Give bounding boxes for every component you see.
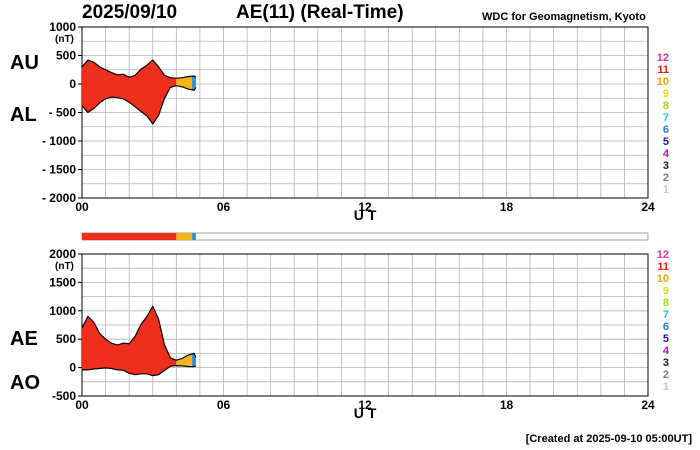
y-tick-label: 1500: [49, 275, 76, 289]
y-unit-label: (nT): [55, 261, 74, 272]
y-tick-label: - 1500: [42, 163, 76, 177]
station-bar-segment: [176, 233, 193, 240]
area-segment-au-al: [176, 76, 193, 90]
y-tick-label: 0: [69, 361, 76, 375]
y-tick-label: 500: [56, 49, 76, 63]
legend-count-12: 12: [657, 52, 669, 64]
series-line-al: [81, 85, 197, 125]
legend-count-3: 3: [663, 160, 669, 172]
x-axis-label: U T: [354, 405, 377, 421]
x-tick-label: 12: [358, 200, 372, 214]
x-tick-label: 00: [75, 398, 89, 412]
y-tick-label: 1000: [49, 20, 76, 34]
station-bar-segment: [192, 233, 196, 240]
y-tick-label: 1000: [49, 304, 76, 318]
legend-count-8: 8: [663, 297, 669, 309]
legend-count-1: 1: [663, 381, 669, 393]
x-tick-label: 06: [217, 200, 231, 214]
x-axis-label: U T: [354, 207, 377, 223]
x-tick-label: 18: [500, 398, 514, 412]
y-tick-label: 500: [56, 332, 76, 346]
x-tick-label: 12: [358, 398, 372, 412]
legend-count-3: 3: [663, 357, 669, 369]
y-tick-label: 2000: [49, 247, 76, 261]
y-tick-label: 0: [69, 77, 76, 91]
legend-count-12: 12: [657, 249, 669, 261]
au-label: AU: [10, 52, 39, 74]
legend-count-2: 2: [663, 172, 669, 184]
legend-count-10: 10: [657, 76, 669, 88]
series-line-au: [81, 59, 197, 79]
legend-count-4: 4: [663, 345, 670, 357]
x-tick-label: 06: [217, 398, 231, 412]
ao-label: AO: [10, 372, 40, 394]
area-segment-au-al: [82, 60, 177, 124]
legend-count-9: 9: [663, 285, 669, 297]
series-line-ae: [81, 304, 197, 361]
created-timestamp: [Created at 2025-09-10 05:00UT]: [525, 433, 692, 445]
x-tick-label: 24: [641, 398, 655, 412]
legend-count-5: 5: [663, 333, 669, 345]
legend-count-7: 7: [663, 309, 669, 321]
series-line-ao: [82, 364, 197, 377]
y-tick-label: - 1000: [42, 134, 76, 148]
legend-count-2: 2: [663, 369, 669, 381]
legend-count-6: 6: [663, 124, 669, 136]
chart-title: AE(11) (Real-Time): [236, 2, 404, 23]
legend-count-9: 9: [663, 88, 669, 100]
area-segment-ae-ao: [176, 353, 193, 367]
station-bar-segment: [82, 233, 177, 240]
legend-count-1: 1: [663, 184, 669, 196]
legend-count-5: 5: [663, 136, 669, 148]
legend-count-4: 4: [663, 148, 670, 160]
area-segment-au-al: [192, 76, 196, 91]
y-tick-label: - 2000: [42, 191, 76, 205]
legend-count-8: 8: [663, 100, 669, 112]
legend-count-11: 11: [657, 261, 669, 273]
y-tick-label: -500: [52, 389, 76, 403]
legend-count-10: 10: [657, 273, 669, 285]
legend-count-7: 7: [663, 112, 669, 124]
area-segment-ae-ao: [82, 306, 177, 376]
data-source: WDC for Geomagnetism, Kyoto: [482, 11, 646, 23]
plot-frame: [81, 253, 649, 397]
legend-count-11: 11: [657, 64, 669, 76]
x-tick-label: 00: [75, 200, 89, 214]
x-tick-label: 24: [641, 200, 655, 214]
ae-label: AE: [10, 328, 38, 350]
chart-date: 2025/09/10: [82, 2, 178, 23]
al-label: AL: [10, 104, 37, 126]
y-unit-label: (nT): [55, 34, 74, 45]
y-tick-label: - 500: [49, 106, 77, 120]
legend-count-6: 6: [663, 321, 669, 333]
x-tick-label: 18: [500, 200, 514, 214]
